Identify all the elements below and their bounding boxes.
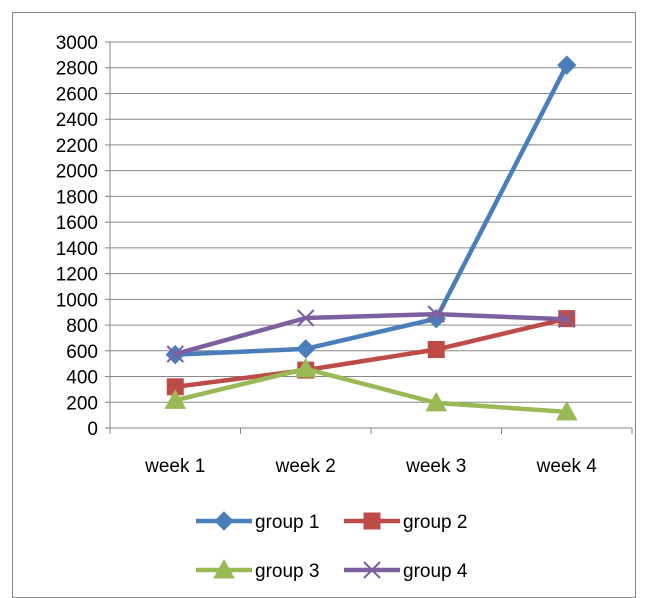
data-point — [555, 400, 578, 421]
y-axis-ticks: 0 200 400 600 800 1000 1200 1400 1600 1800 2000 220… — [56, 33, 110, 440]
legend-item-2: group 2 — [344, 512, 467, 533]
data-point — [427, 341, 445, 359]
data-point — [166, 345, 184, 363]
legend: group 1 group 2 group 3 group 4 — [196, 511, 468, 582]
y-tick-label: 600 — [66, 342, 98, 363]
y-tick-label: 0 — [87, 419, 98, 440]
data-point — [557, 55, 577, 75]
data-point — [297, 309, 315, 327]
legend-marker — [363, 512, 381, 530]
y-tick-label: 200 — [66, 393, 98, 414]
legend-label: group 3 — [255, 561, 319, 582]
y-tick-label: 2800 — [56, 59, 98, 80]
legend-marker — [363, 561, 381, 579]
gridlines — [110, 41, 632, 403]
x-tick-label: week 3 — [405, 456, 466, 477]
legend-label: group 1 — [255, 512, 319, 533]
legend-marker — [213, 558, 235, 579]
legend-label: group 4 — [403, 561, 468, 582]
legend-marker — [214, 511, 234, 531]
data-point — [296, 339, 316, 359]
data-point — [425, 391, 448, 412]
axes — [109, 42, 632, 429]
data-point — [164, 389, 187, 409]
data-point — [427, 305, 445, 323]
y-tick-label: 2600 — [56, 84, 98, 105]
y-tick-label: 2200 — [56, 136, 98, 157]
legend-item-4: group 4 — [344, 561, 468, 582]
data-point — [558, 310, 576, 328]
chart-frame — [12, 12, 636, 598]
series-4 — [166, 305, 576, 363]
y-tick-label: 1600 — [56, 213, 98, 234]
series-3 — [164, 357, 578, 421]
y-tick-label: 1000 — [56, 290, 98, 311]
series-line — [173, 62, 569, 357]
y-tick-label: 400 — [66, 368, 98, 389]
legend-label: group 2 — [403, 512, 467, 533]
series-line — [173, 316, 569, 390]
series-group — [164, 55, 578, 421]
x-tick-label: week 1 — [144, 456, 205, 477]
x-axis-ticks: week 1 week 2 week 3 week 4 — [109, 428, 633, 477]
y-tick-label: 3000 — [56, 33, 98, 54]
series-line — [173, 366, 569, 415]
y-tick-label: 2400 — [56, 110, 98, 131]
data-point — [294, 357, 317, 378]
x-tick-label: week 2 — [275, 456, 336, 477]
legend-item-3: group 3 — [196, 558, 319, 582]
legend-item-1: group 1 — [196, 511, 319, 533]
y-tick-label: 1400 — [56, 239, 98, 260]
y-tick-label: 800 — [66, 316, 98, 337]
y-tick-label: 2000 — [56, 162, 98, 183]
series-line — [173, 311, 569, 357]
y-tick-label: 1200 — [56, 265, 98, 286]
x-tick-label: week 4 — [536, 456, 598, 477]
y-tick-label: 1800 — [56, 187, 98, 208]
